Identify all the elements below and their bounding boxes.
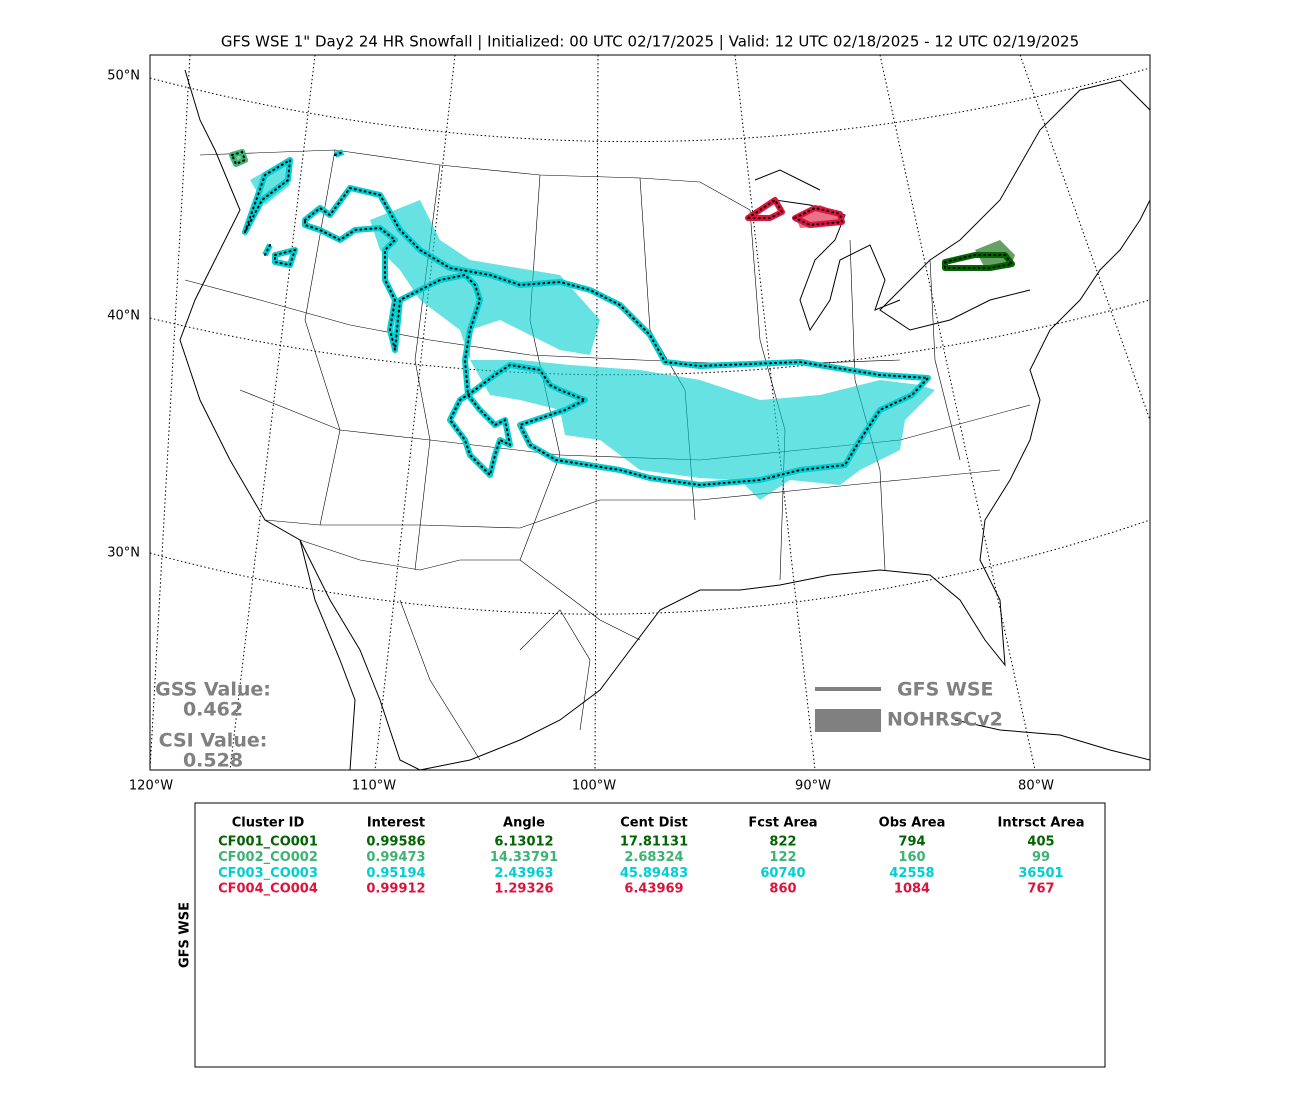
table-cell: CF004_CO004 (218, 882, 318, 897)
table-frame (194, 802, 1106, 1068)
gss-label: GSS Value: (155, 679, 271, 701)
gss-value: 0.462 (183, 699, 243, 721)
table-cell: 405 (1027, 835, 1054, 850)
table-cell: 822 (769, 835, 796, 850)
title: GFS WSE 1" Day2 24 HR Snowfall | Initial… (221, 33, 1079, 51)
table-cell: 14.33791 (490, 850, 558, 865)
table-cell: 45.89483 (620, 866, 688, 881)
forecast-dots (944, 254, 1014, 269)
table-side-label: GFS WSE (178, 902, 193, 968)
legend-label: GFS WSE (897, 679, 994, 701)
lat-label: 40°N (107, 309, 140, 324)
table-cell: 6.13012 (494, 835, 553, 850)
table-cell: 794 (898, 835, 925, 850)
table-cell: 42558 (889, 866, 934, 881)
forecast-dots (244, 151, 931, 487)
table-cell: 1.29326 (494, 882, 553, 897)
table-cell: 0.99586 (366, 835, 425, 850)
table-cell: 6.43969 (624, 882, 683, 897)
csi-value: 0.528 (183, 750, 243, 772)
table-cell: CF003_CO003 (218, 866, 318, 881)
table-cell: 99 (1032, 850, 1050, 865)
column-header: Obs Area (879, 816, 946, 831)
table-cell: 60740 (760, 866, 805, 881)
table-cell: 1084 (894, 882, 930, 897)
forecast-dots (230, 150, 247, 166)
column-header: Intrsct Area (998, 816, 1085, 831)
legend-swatch (815, 709, 881, 732)
table-cell: 2.68324 (624, 850, 683, 865)
csi-label: CSI Value: (159, 730, 268, 752)
lon-label: 80°W (1018, 779, 1054, 794)
table-cell: 160 (898, 850, 925, 865)
table-cell: 122 (769, 850, 796, 865)
table-cell: 860 (769, 882, 796, 897)
table-cell: 0.95194 (366, 866, 425, 881)
forecast-dots (230, 150, 1014, 487)
table-cell: 767 (1027, 882, 1054, 897)
table-cell: 0.99912 (366, 882, 425, 897)
table-cell: CF001_CO001 (218, 835, 318, 850)
column-header: Cent Dist (620, 816, 688, 831)
column-header: Fcst Area (748, 816, 817, 831)
lon-label: 100°W (572, 779, 616, 794)
table-cell: 17.81131 (620, 835, 688, 850)
lon-label: 90°W (795, 779, 831, 794)
table-cell: CF002_CO002 (218, 850, 318, 865)
table-cell: 2.43963 (494, 866, 553, 881)
legend-label: NOHRSCv2 (887, 709, 1003, 731)
column-header: Cluster ID (232, 816, 305, 831)
lon-label: 110°W (352, 779, 396, 794)
table-cell: 0.99473 (366, 850, 425, 865)
forecast-dots (744, 198, 844, 227)
table-cell: 36501 (1018, 866, 1063, 881)
column-header: Interest (367, 816, 425, 831)
column-header: Angle (503, 816, 545, 831)
stats-table: GFS WSE Cluster ID Interest Angle Cent Dist… (178, 802, 1106, 1068)
lat-label: 50°N (107, 69, 140, 84)
observed-area (250, 160, 935, 500)
lat-label: 30°N (107, 546, 140, 561)
map: 50°N 40°N 30°N 120°W 110°W 100°W 90°W 80… (107, 54, 1151, 794)
lon-label: 120°W (129, 779, 173, 794)
